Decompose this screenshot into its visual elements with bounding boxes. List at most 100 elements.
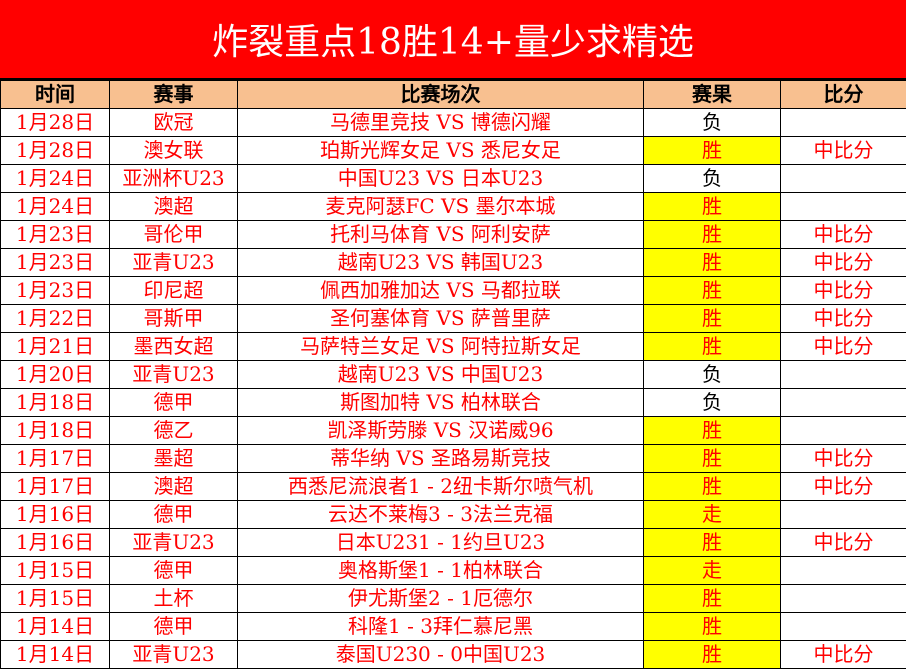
match-cell: 斯图加特 VS 柏林联合	[237, 388, 644, 417]
score-cell	[780, 612, 906, 641]
league-cell: 德甲	[109, 556, 238, 585]
date-cell: 1月15日	[0, 556, 110, 585]
table-row: 1月18日 德乙 凯泽斯劳滕 VS 汉诺威96 胜	[0, 416, 906, 445]
result-cell: 负	[643, 164, 781, 193]
date-cell: 1月14日	[0, 612, 110, 641]
match-cell: 日本U231 - 1约旦U23	[237, 528, 644, 557]
date-cell: 1月24日	[0, 164, 110, 193]
table-row: 1月28日 欧冠 马德里竞技 VS 博德闪耀负	[0, 108, 906, 137]
table-row: 1月24日 澳超 麦克阿瑟FC VS 墨尔本城胜	[0, 192, 906, 221]
league-cell: 澳超	[109, 472, 238, 501]
table-row: 1月17日 墨超 蒂华纳 VS 圣路易斯竞技胜中比分	[0, 444, 906, 473]
date-cell: 1月20日	[0, 360, 110, 389]
score-cell	[780, 108, 906, 137]
result-cell: 胜	[643, 192, 781, 221]
result-cell: 走	[643, 556, 781, 585]
result-cell: 胜	[643, 220, 781, 249]
result-cell: 胜	[643, 528, 781, 557]
table-row: 1月20日 亚青U23 越南U23 VS 中国U23 负	[0, 360, 906, 389]
match-cell: 马德里竞技 VS 博德闪耀	[237, 108, 644, 137]
header-result: 赛果	[643, 80, 781, 109]
match-cell: 西悉尼流浪者1 - 2纽卡斯尔喷气机	[237, 472, 644, 501]
league-cell: 墨西女超	[109, 332, 238, 361]
header-row: 时间 赛事 比赛场次 赛果 比分	[0, 80, 906, 109]
result-cell: 胜	[643, 248, 781, 277]
result-cell: 胜	[643, 304, 781, 333]
header-date: 时间	[0, 80, 110, 109]
score-cell: 中比分	[780, 220, 906, 249]
league-cell: 亚青U23	[109, 640, 238, 669]
table-row: 1月14日 德甲 科隆1 - 3拜仁慕尼黑胜	[0, 612, 906, 641]
date-cell: 1月16日	[0, 528, 110, 557]
score-cell: 中比分	[780, 332, 906, 361]
result-cell: 负	[643, 388, 781, 417]
score-cell	[780, 556, 906, 585]
league-cell: 德甲	[109, 388, 238, 417]
date-cell: 1月23日	[0, 220, 110, 249]
score-cell: 中比分	[780, 304, 906, 333]
result-cell: 胜	[643, 276, 781, 305]
match-cell: 奥格斯堡1 - 1柏林联合	[237, 556, 644, 585]
league-cell: 哥伦甲	[109, 220, 238, 249]
result-cell: 负	[643, 360, 781, 389]
header-league: 赛事	[109, 80, 238, 109]
league-cell: 哥斯甲	[109, 304, 238, 333]
date-cell: 1月21日	[0, 332, 110, 361]
match-cell: 云达不莱梅3 - 3法兰克福	[237, 500, 644, 529]
league-cell: 德甲	[109, 500, 238, 529]
match-cell: 越南U23 VS 韩国U23	[237, 248, 644, 277]
date-cell: 1月24日	[0, 192, 110, 221]
date-cell: 1月22日	[0, 304, 110, 333]
match-cell: 泰国U230 - 0中国U23	[237, 640, 644, 669]
table-row: 1月28日 澳女联 珀斯光辉女足 VS 悉尼女足胜中比分	[0, 136, 906, 165]
result-cell: 胜	[643, 444, 781, 473]
match-cell: 凯泽斯劳滕 VS 汉诺威96	[237, 416, 644, 445]
score-cell: 中比分	[780, 528, 906, 557]
result-cell: 胜	[643, 584, 781, 613]
league-cell: 德乙	[109, 416, 238, 445]
league-cell: 亚青U23	[109, 528, 238, 557]
score-cell: 中比分	[780, 276, 906, 305]
table-row: 1月16日 德甲 云达不莱梅3 - 3法兰克福走	[0, 500, 906, 529]
header-score: 比分	[780, 80, 906, 109]
page-title: 炸裂重点18胜14+量少求精选	[0, 0, 906, 80]
table-row: 1月23日 印尼超 佩西加雅加达 VS 马都拉联胜中比分	[0, 276, 906, 305]
result-cell: 胜	[643, 612, 781, 641]
date-cell: 1月23日	[0, 248, 110, 277]
match-cell: 科隆1 - 3拜仁慕尼黑	[237, 612, 644, 641]
date-cell: 1月15日	[0, 584, 110, 613]
score-cell: 中比分	[780, 640, 906, 669]
table-row: 1月15日 德甲 奥格斯堡1 - 1柏林联合走	[0, 556, 906, 585]
score-cell	[780, 192, 906, 221]
table-row: 1月23日 亚青U23 越南U23 VS 韩国U23 胜中比分	[0, 248, 906, 277]
match-cell: 马萨特兰女足 VS 阿特拉斯女足	[237, 332, 644, 361]
table-row: 1月16日 亚青U23 日本U231 - 1约旦U23 胜中比分	[0, 528, 906, 557]
result-cell: 胜	[643, 332, 781, 361]
match-cell: 麦克阿瑟FC VS 墨尔本城	[237, 192, 644, 221]
table-row: 1月21日 墨西女超 马萨特兰女足 VS 阿特拉斯女足胜中比分	[0, 332, 906, 361]
match-cell: 蒂华纳 VS 圣路易斯竞技	[237, 444, 644, 473]
date-cell: 1月28日	[0, 108, 110, 137]
table-row: 1月23日 哥伦甲 托利马体育 VS 阿利安萨胜中比分	[0, 220, 906, 249]
score-cell: 中比分	[780, 444, 906, 473]
date-cell: 1月23日	[0, 276, 110, 305]
score-cell	[780, 584, 906, 613]
match-cell: 伊尤斯堡2 - 1厄德尔	[237, 584, 644, 613]
table-row: 1月24日 亚洲杯U23 中国U23 VS 日本U23 负	[0, 164, 906, 193]
result-cell: 走	[643, 500, 781, 529]
league-cell: 墨超	[109, 444, 238, 473]
league-cell: 亚洲杯U23	[109, 164, 238, 193]
league-cell: 亚青U23	[109, 360, 238, 389]
date-cell: 1月28日	[0, 136, 110, 165]
table-row: 1月18日 德甲 斯图加特 VS 柏林联合负	[0, 388, 906, 417]
result-cell: 胜	[643, 136, 781, 165]
table-row: 1月15日 土杯 伊尤斯堡2 - 1厄德尔胜	[0, 584, 906, 613]
match-cell: 珀斯光辉女足 VS 悉尼女足	[237, 136, 644, 165]
result-cell: 胜	[643, 640, 781, 669]
league-cell: 澳超	[109, 192, 238, 221]
score-cell	[780, 388, 906, 417]
score-cell	[780, 500, 906, 529]
result-cell: 胜	[643, 472, 781, 501]
league-cell: 欧冠	[109, 108, 238, 137]
league-cell: 印尼超	[109, 276, 238, 305]
